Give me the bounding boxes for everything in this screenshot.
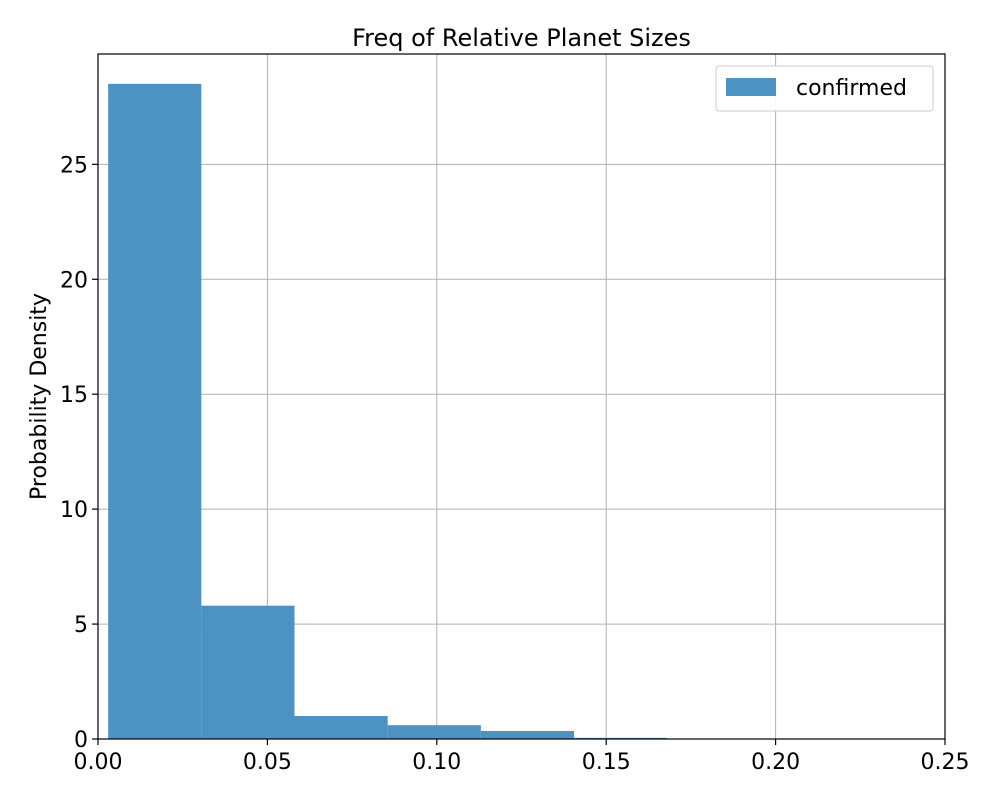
y-tick-label: 10 [60, 498, 88, 523]
legend-swatch-confirmed [726, 78, 776, 96]
x-tick-label: 0.00 [74, 750, 123, 775]
y-tick-label: 20 [60, 268, 88, 293]
histogram-bars [108, 83, 668, 739]
x-tick-label: 0.25 [921, 750, 970, 775]
tick-labels: 0.00 0.05 0.10 0.15 0.20 0.25 0 5 10 15 20 25 [60, 153, 969, 775]
histogram-bar [480, 730, 575, 739]
y-tick-label: 25 [60, 153, 88, 178]
legend-box [715, 65, 934, 112]
legend-label-confirmed: confirmed [796, 76, 907, 101]
y-tick-label: 0 [74, 728, 88, 753]
y-tick-label: 5 [74, 613, 88, 638]
x-tick-label: 0.10 [412, 750, 461, 775]
x-tick-label: 0.15 [582, 750, 631, 775]
legend: confirmed [715, 65, 934, 112]
histogram-bar [387, 725, 481, 739]
plot-frame [97, 53, 946, 740]
y-tick-label: 15 [60, 383, 88, 408]
chart-title: Freq of Relative Planet Sizes [352, 24, 691, 52]
y-axis-label: Probability Density [27, 293, 52, 500]
x-tick-label: 0.05 [243, 750, 292, 775]
x-tick-label: 0.20 [751, 750, 800, 775]
histogram-bar [108, 83, 202, 739]
histogram-bar [294, 716, 388, 739]
histogram-bar [201, 605, 295, 739]
axes [97, 53, 946, 740]
